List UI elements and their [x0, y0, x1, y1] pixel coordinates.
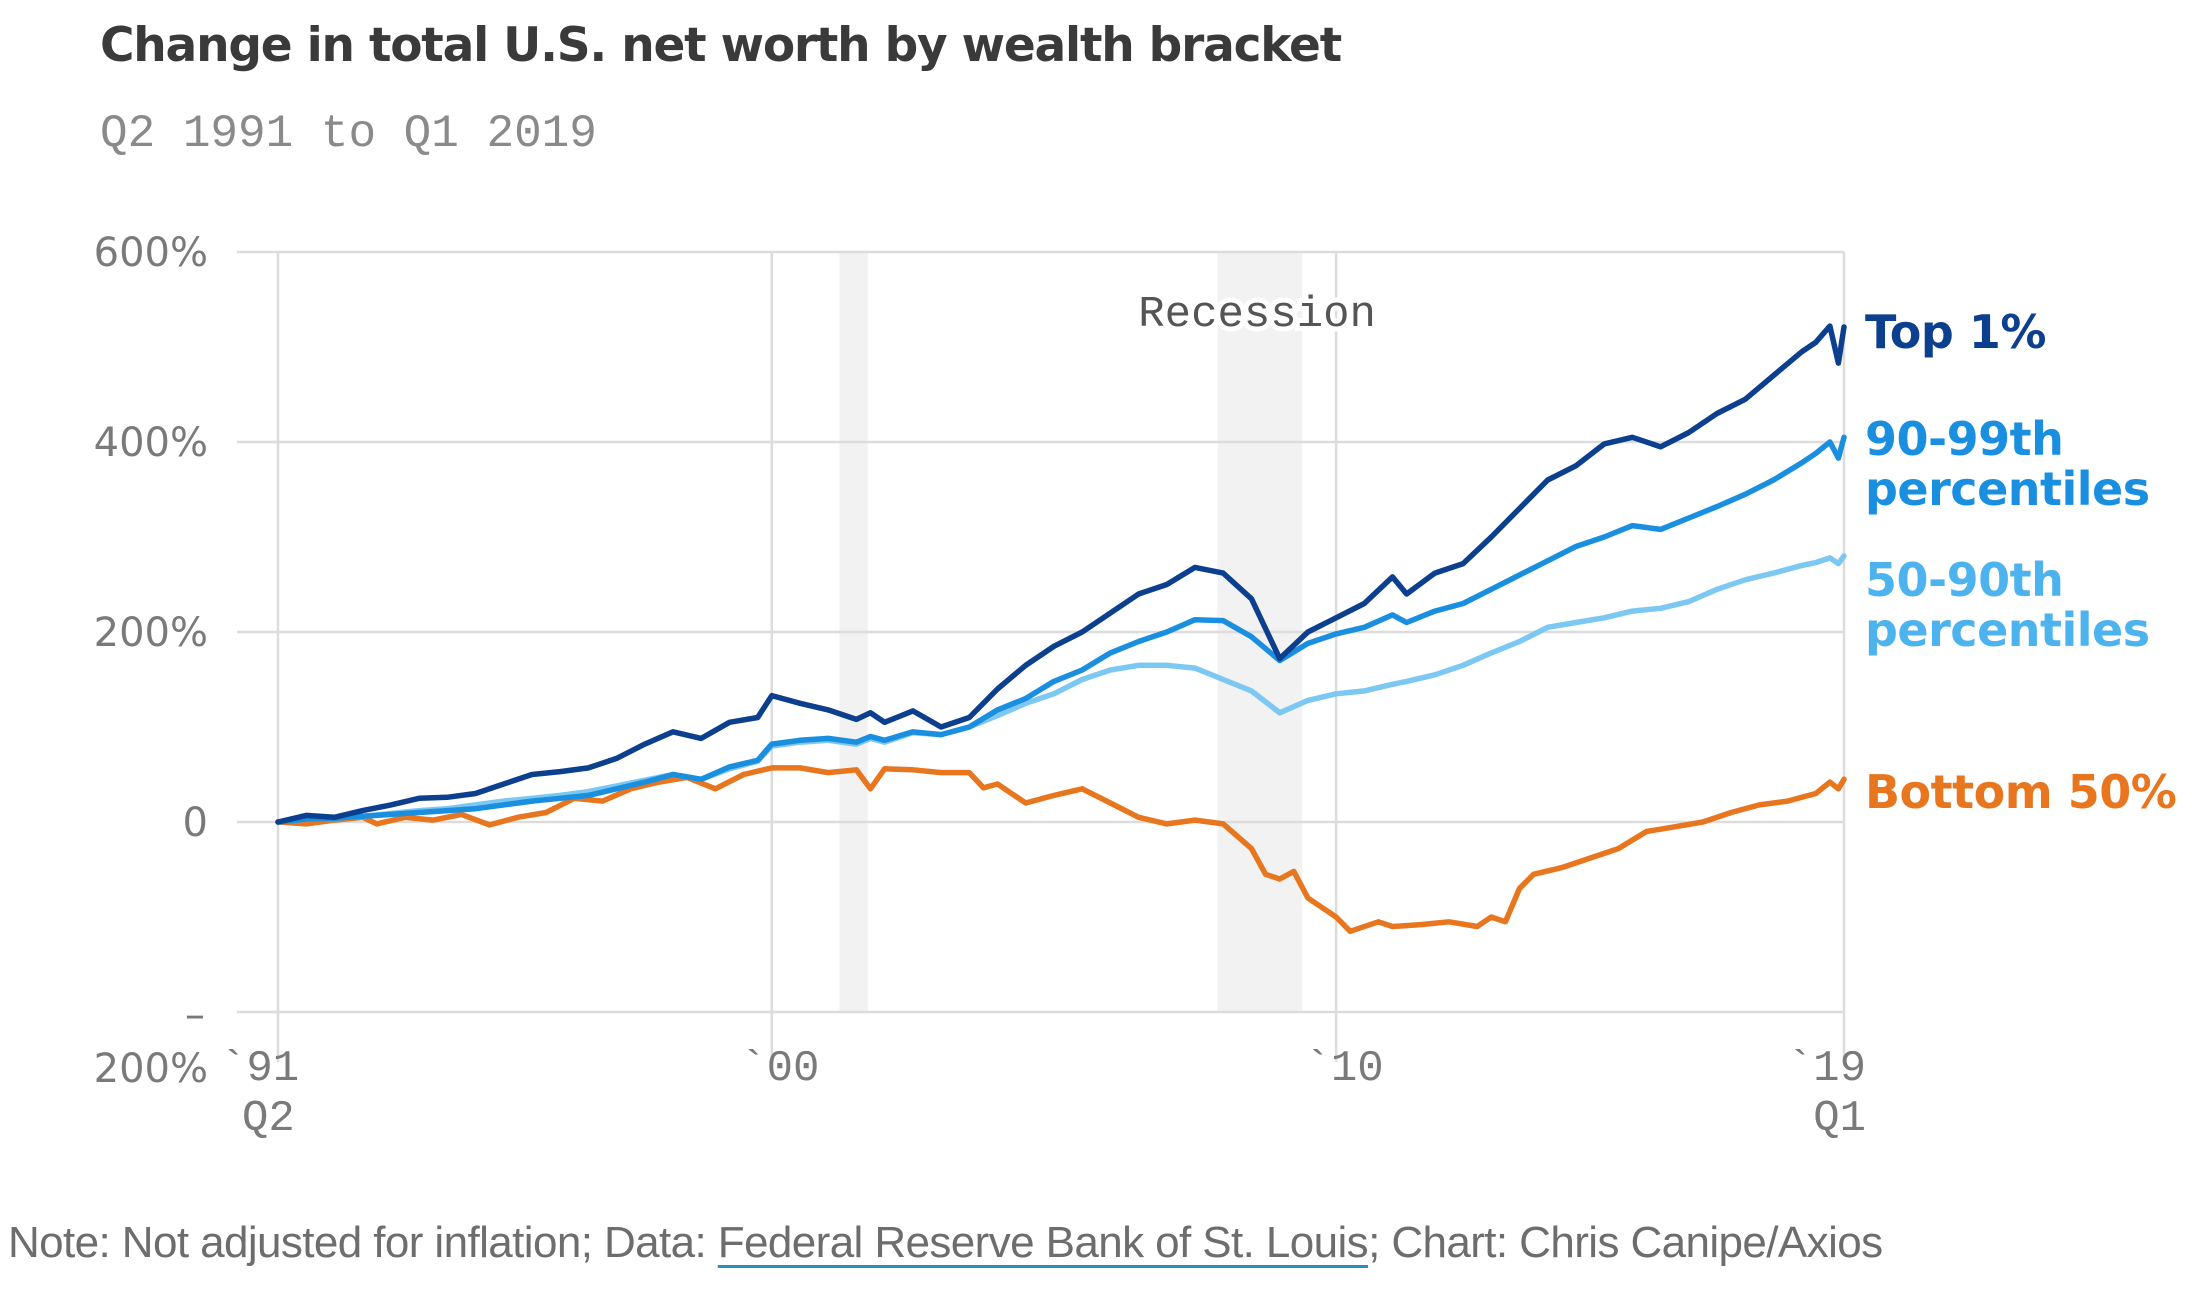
- chart-title: Change in total U.S. net worth by wealth…: [100, 18, 1342, 73]
- recession-annotation: Recession: [1138, 290, 1376, 340]
- chart-subtitle: Q2 1991 to Q1 2019: [100, 108, 597, 160]
- x-tick-sublabel: Q2: [242, 1094, 295, 1144]
- series-lines: [275, 323, 1847, 935]
- gridlines: [237, 250, 1846, 1062]
- series-label: 50-90th: [1865, 553, 2063, 607]
- y-tick-label: 600%: [94, 230, 208, 276]
- series-line-bottom-50-: [275, 765, 1847, 935]
- series-label: percentiles: [1865, 603, 2150, 657]
- series-line-50-90th-percentiles: [275, 553, 1847, 825]
- footnote-suffix: ; Chart: Chris Canipe/Axios: [1368, 1218, 1883, 1267]
- y-tick-label: 0: [183, 800, 208, 846]
- y-tick-label: 200%: [94, 1046, 208, 1092]
- x-tick-label: `19: [1787, 1044, 1866, 1094]
- series-label: percentiles: [1865, 462, 2150, 516]
- series-line-90-99th-percentiles: [275, 434, 1847, 825]
- footnote: Note: Not adjusted for inflation; Data: …: [8, 1218, 1883, 1268]
- series-label: 90-99th: [1865, 412, 2063, 466]
- series-label: Bottom 50%: [1865, 765, 2176, 819]
- y-tick-label-dash: –: [185, 992, 205, 1038]
- footnote-prefix: Note: Not adjusted for inflation; Data:: [8, 1218, 718, 1267]
- x-tick-label: `91: [220, 1044, 299, 1094]
- series-line-top-1-: [275, 323, 1847, 825]
- x-tick-sublabel: Q1: [1813, 1094, 1866, 1144]
- x-tick-label: `10: [1304, 1044, 1383, 1094]
- y-tick-label: 400%: [94, 420, 208, 466]
- series-label: Top 1%: [1865, 305, 2046, 359]
- y-tick-label: 200%: [94, 610, 208, 656]
- data-source-link[interactable]: Federal Reserve Bank of St. Louis: [717, 1218, 1369, 1267]
- x-tick-label: `00: [740, 1044, 819, 1094]
